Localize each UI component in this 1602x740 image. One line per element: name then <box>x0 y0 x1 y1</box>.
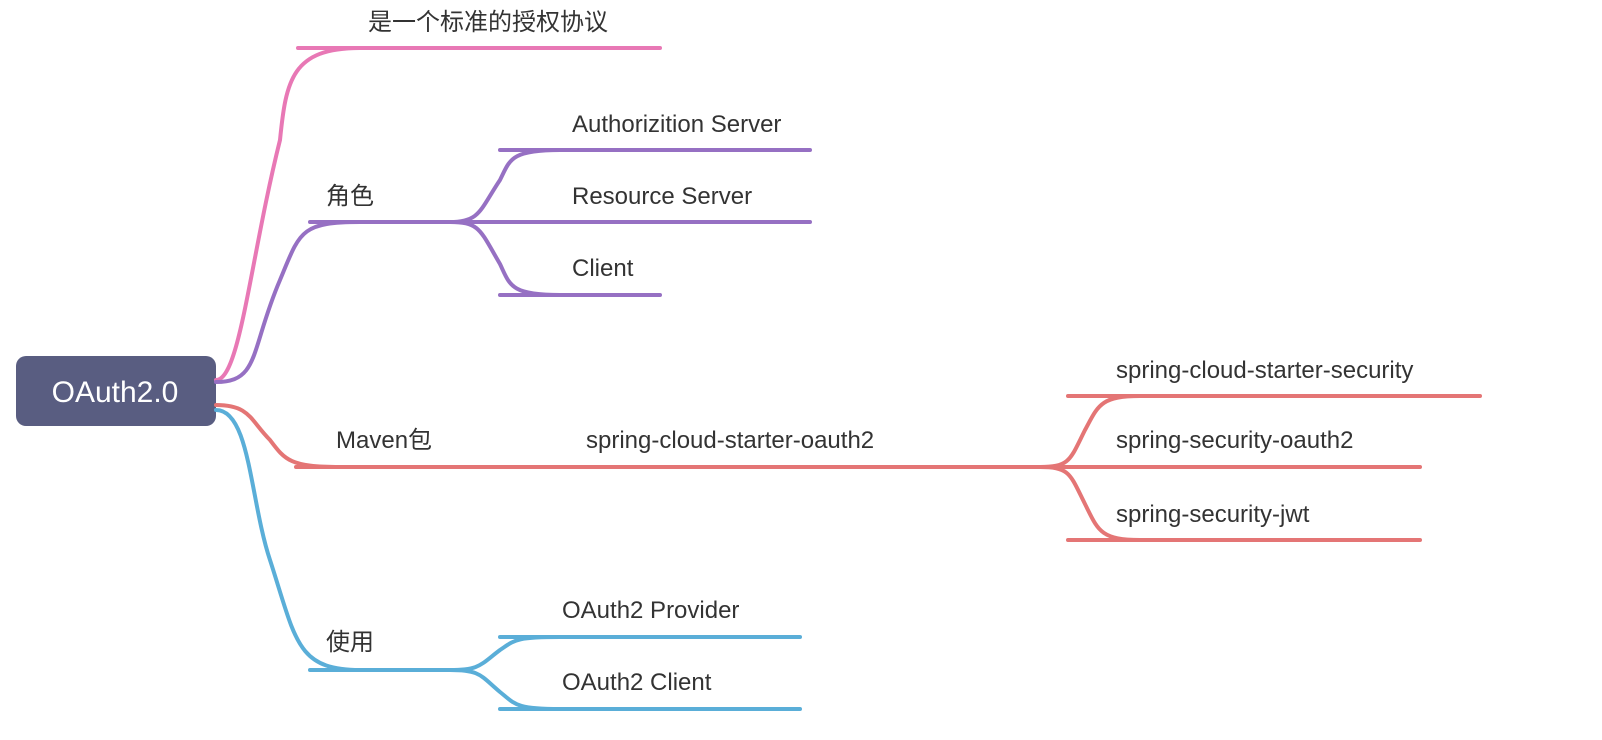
branch-connector <box>450 670 560 709</box>
node-label: spring-cloud-starter-security <box>1116 357 1413 384</box>
node-label: Authorizition Server <box>572 111 781 138</box>
branch-connector <box>450 222 560 295</box>
node-label: 使用 <box>326 629 374 656</box>
node-label: spring-security-oauth2 <box>1116 427 1353 454</box>
branch-connector <box>216 48 360 380</box>
node-label: OAuth2 Client <box>562 669 712 696</box>
branch-connector <box>216 405 340 467</box>
node-label: OAuth2 Provider <box>562 597 739 624</box>
node-label: Client <box>572 255 634 282</box>
root-label: OAuth2.0 <box>52 376 179 409</box>
mindmap-canvas: OAuth2.0 是一个标准的授权协议角色 Authorizition Server… <box>0 0 1602 740</box>
branch-connector <box>450 150 560 222</box>
branch-connector <box>450 637 560 670</box>
node-label: Maven包 <box>336 427 432 454</box>
node-label: Resource Server <box>572 183 752 210</box>
node-label: spring-cloud-starter-oauth2 <box>586 427 874 454</box>
node-label: spring-security-jwt <box>1116 501 1310 528</box>
node-label: 角色 <box>326 183 374 210</box>
branch-connector <box>216 222 360 382</box>
node-label: 是一个标准的授权协议 <box>368 9 608 36</box>
